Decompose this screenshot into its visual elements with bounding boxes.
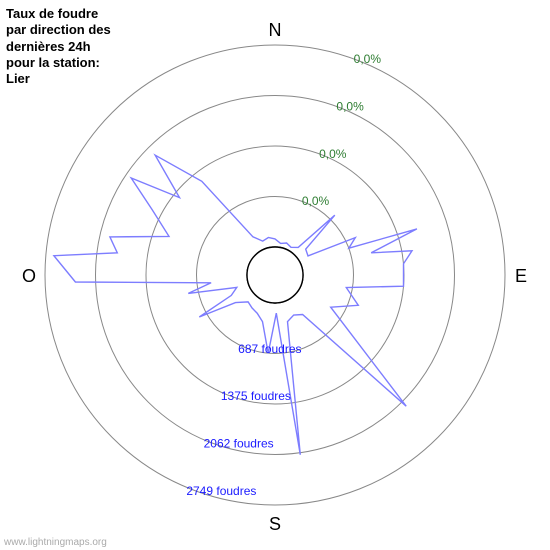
ring-pct-label: 0,0% [319,147,347,161]
ring-count-label: 2749 foudres [186,484,256,498]
compass-e: E [515,266,527,286]
ring-pct-label: 0,0% [336,99,364,113]
wind-rose-path [54,155,417,455]
compass-n: N [269,20,282,40]
compass-s: S [269,514,281,534]
compass-w: O [22,266,36,286]
ring-count-label: 2062 foudres [204,437,274,451]
hub-circle-top [247,247,303,303]
ring-count-label: 1375 foudres [221,389,291,403]
ring-count-label: 687 foudres [238,342,301,356]
attribution: www.lightningmaps.org [4,537,107,548]
polar-chart: Taux de foudre par direction des dernièr… [0,0,550,550]
ring-pct-label: 0,0% [354,52,382,66]
chart-title: Taux de foudre par direction des dernièr… [6,6,116,87]
ring-pct-label: 0,0% [302,194,330,208]
